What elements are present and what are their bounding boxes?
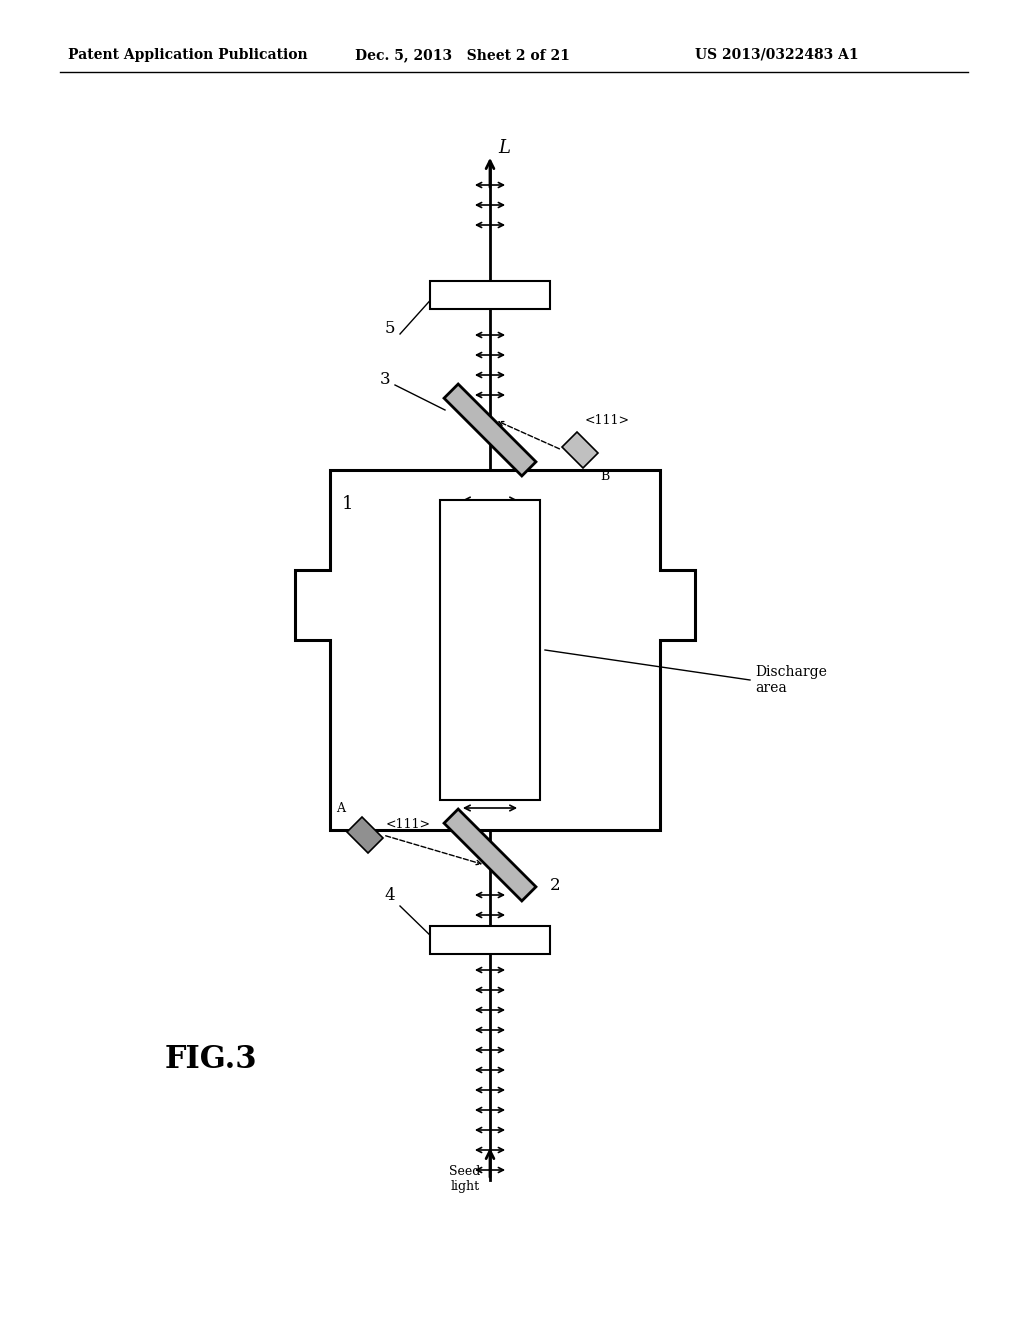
Text: <111>: <111> [386,818,431,832]
Polygon shape [562,432,598,469]
Bar [430,927,550,954]
Text: A: A [336,803,345,814]
Text: Patent Application Publication: Patent Application Publication [68,48,307,62]
Text: Discharge
area: Discharge area [755,665,826,696]
Text: Seed
light: Seed light [449,1166,480,1193]
Text: 2: 2 [550,876,560,894]
Text: 4: 4 [384,887,395,904]
Text: 1: 1 [342,495,353,513]
Text: 5: 5 [384,319,395,337]
Text: 3: 3 [379,371,390,388]
Polygon shape [444,384,536,477]
Text: L: L [498,139,510,157]
Bar [440,500,540,800]
Text: US 2013/0322483 A1: US 2013/0322483 A1 [695,48,859,62]
Text: B: B [600,470,609,483]
Bar [430,281,550,309]
Polygon shape [295,470,695,830]
Polygon shape [347,817,383,853]
Text: FIG.3: FIG.3 [165,1044,258,1076]
Polygon shape [444,809,536,902]
Text: <111>: <111> [585,414,630,426]
Text: Dec. 5, 2013   Sheet 2 of 21: Dec. 5, 2013 Sheet 2 of 21 [355,48,570,62]
